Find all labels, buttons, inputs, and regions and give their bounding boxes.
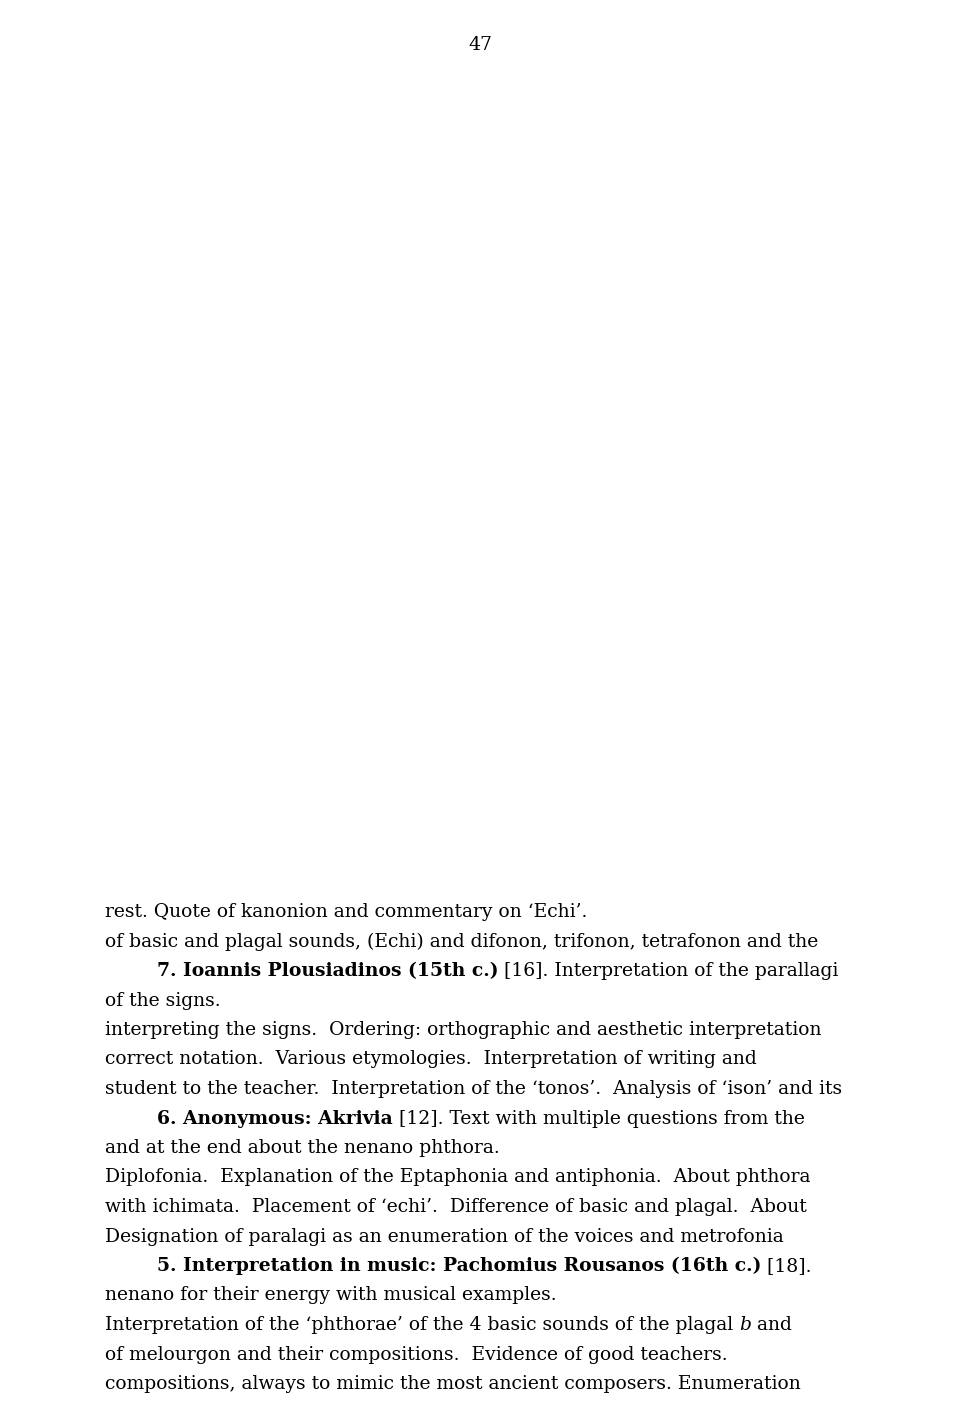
Text: b: b	[739, 1316, 751, 1334]
Text: [16]. Interpretation of the parallagi: [16]. Interpretation of the parallagi	[498, 962, 839, 981]
Text: [12]. Text with multiple questions from the: [12]. Text with multiple questions from …	[393, 1109, 804, 1128]
Text: Designation of paralagi as an enumeration of the voices and metrofonia: Designation of paralagi as an enumeratio…	[105, 1228, 783, 1245]
Text: correct notation.  Various etymologies.  Interpretation of writing and: correct notation. Various etymologies. I…	[105, 1050, 756, 1068]
Text: interpreting the signs.  Ordering: orthographic and aesthetic interpretation: interpreting the signs. Ordering: orthog…	[105, 1022, 822, 1039]
Text: Diplofonia.  Explanation of the Eptaphonia and antiphonia.  About phthora: Diplofonia. Explanation of the Eptaphoni…	[105, 1169, 810, 1187]
Text: of the signs.: of the signs.	[105, 992, 221, 1009]
Text: 5. Interpretation in music: Pachomius Rousanos (16th c.): 5. Interpretation in music: Pachomius Ro…	[157, 1258, 761, 1276]
Text: 6. Anonymous: Akrivia: 6. Anonymous: Akrivia	[157, 1109, 393, 1128]
Text: 47: 47	[468, 35, 492, 54]
Text: and: and	[751, 1316, 792, 1334]
Text: rest. Quote of kanonion and commentary on ‘Echi’.: rest. Quote of kanonion and commentary o…	[105, 903, 588, 921]
Text: with ichimata.  Placement of ‘echi’.  Difference of basic and plagal.  About: with ichimata. Placement of ‘echi’. Diff…	[105, 1198, 806, 1217]
Text: of basic and plagal sounds, (Echi) and difonon, trifonon, tetrafonon and the: of basic and plagal sounds, (Echi) and d…	[105, 933, 818, 951]
Text: nenano for their energy with musical examples.: nenano for their energy with musical exa…	[105, 1286, 557, 1304]
Text: [18].: [18].	[761, 1258, 812, 1275]
Text: compositions, always to mimic the most ancient composers. Enumeration: compositions, always to mimic the most a…	[105, 1375, 801, 1393]
Text: student to the teacher.  Interpretation of the ‘tonos’.  Analysis of ‘ison’ and : student to the teacher. Interpretation o…	[105, 1080, 842, 1098]
Text: 7. Ioannis Plousiadinos (15th c.): 7. Ioannis Plousiadinos (15th c.)	[157, 962, 498, 981]
Text: Interpretation of the ‘phthorae’ of the 4 basic sounds of the plagal: Interpretation of the ‘phthorae’ of the …	[105, 1316, 739, 1334]
Text: of melourgon and their compositions.  Evidence of good teachers.: of melourgon and their compositions. Evi…	[105, 1345, 728, 1364]
Text: and at the end about the nenano phthora.: and at the end about the nenano phthora.	[105, 1139, 500, 1157]
